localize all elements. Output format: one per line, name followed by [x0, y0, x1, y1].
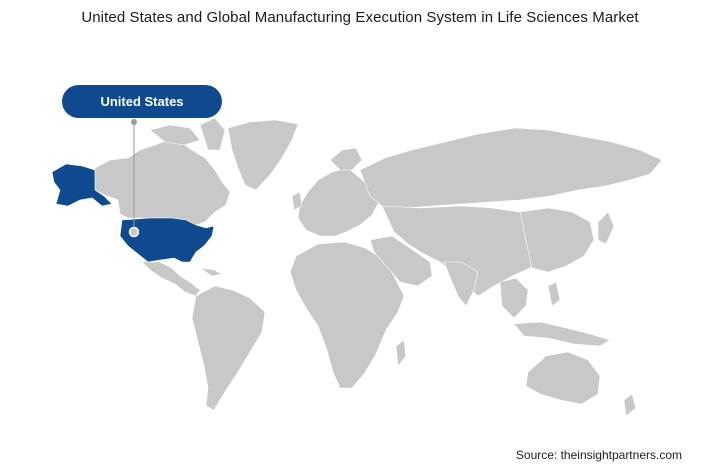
new-zealand — [623, 393, 637, 417]
philippines — [547, 281, 561, 307]
caribbean — [199, 267, 223, 277]
uk — [291, 191, 303, 211]
russia — [359, 127, 663, 209]
scandinavia — [329, 147, 363, 171]
china-east — [519, 207, 595, 273]
callout-anchor-dot — [131, 119, 137, 125]
map-title: United States and Global Manufacturing E… — [81, 9, 639, 26]
source-credit: Source: theinsightpartners.com — [515, 448, 682, 462]
india — [443, 261, 479, 307]
middle-east — [369, 235, 433, 287]
location-marker — [128, 226, 140, 238]
baffin-island — [199, 117, 226, 151]
arctic-islands — [149, 124, 201, 146]
canada — [94, 139, 231, 226]
africa — [289, 241, 405, 389]
region-callout-label: United States — [62, 85, 222, 118]
australia — [525, 351, 601, 405]
united-states-highlight — [51, 163, 215, 263]
south-america — [191, 285, 266, 411]
europe — [297, 167, 381, 237]
alaska — [51, 163, 113, 207]
indonesia — [513, 321, 611, 347]
land-masses — [94, 117, 663, 417]
greenland — [227, 119, 299, 191]
madagascar — [395, 339, 407, 367]
central-asia — [381, 205, 553, 297]
mexico — [141, 261, 201, 297]
southeast-asia — [499, 277, 529, 319]
japan — [597, 211, 615, 245]
contiguous-us — [119, 217, 215, 263]
